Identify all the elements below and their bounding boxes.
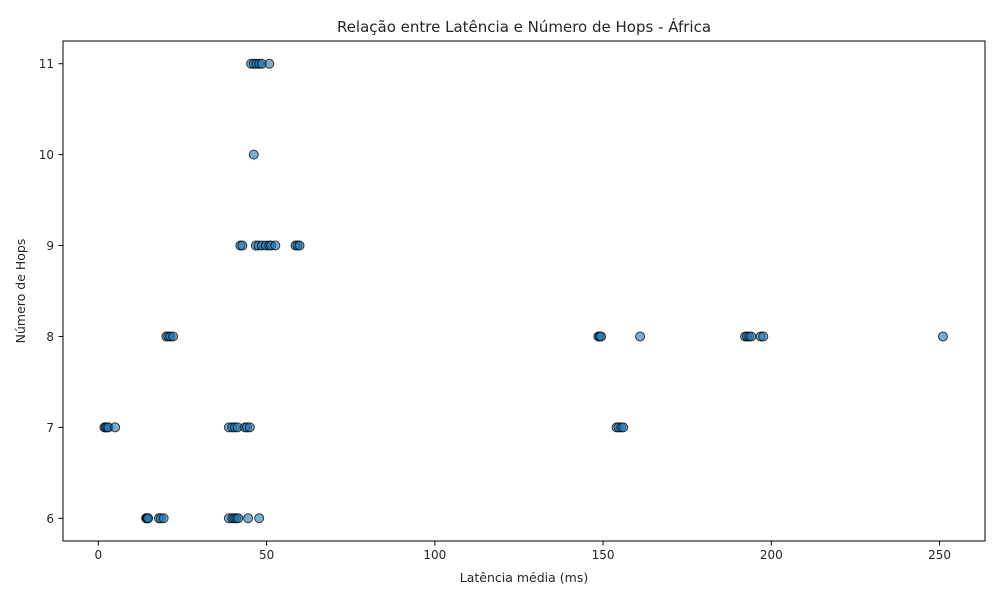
data-point xyxy=(143,513,154,524)
data-point xyxy=(294,240,305,251)
x-tick-label: 50 xyxy=(259,548,274,562)
y-tick-label: 10 xyxy=(39,148,54,162)
x-tick-label: 200 xyxy=(760,548,783,562)
points-layer xyxy=(99,58,948,524)
data-point xyxy=(110,422,121,433)
y-tick-label: 8 xyxy=(46,330,54,344)
data-point xyxy=(746,331,757,342)
data-point xyxy=(233,513,244,524)
axes-frame xyxy=(62,40,986,542)
data-point xyxy=(254,513,265,524)
chart-title: Relação entre Latência e Número de Hops … xyxy=(337,17,711,36)
y-tick-label: 7 xyxy=(46,421,54,435)
x-axis-label: Latência média (ms) xyxy=(460,570,588,585)
data-point xyxy=(635,331,646,342)
data-point xyxy=(596,331,607,342)
data-point xyxy=(264,58,275,69)
data-point xyxy=(618,422,629,433)
axes-layer: 0 50 100 150 200 250 6 7 8 9 10 11 xyxy=(39,40,986,562)
y-axis-label: Número de Hops xyxy=(13,239,28,344)
x-tick-label: 250 xyxy=(928,548,951,562)
data-point xyxy=(270,240,281,251)
data-point xyxy=(248,149,259,160)
y-tick-label: 11 xyxy=(39,57,54,71)
y-tick-label: 6 xyxy=(46,512,54,526)
data-point xyxy=(758,331,769,342)
x-tick-label: 100 xyxy=(423,548,446,562)
x-tick-label: 0 xyxy=(95,548,103,562)
data-point xyxy=(243,513,254,524)
data-point xyxy=(237,240,248,251)
data-point xyxy=(937,331,948,342)
y-tick-label: 9 xyxy=(46,239,54,253)
data-point xyxy=(244,422,255,433)
x-tick-label: 150 xyxy=(592,548,615,562)
data-point xyxy=(158,513,169,524)
data-point xyxy=(168,331,179,342)
